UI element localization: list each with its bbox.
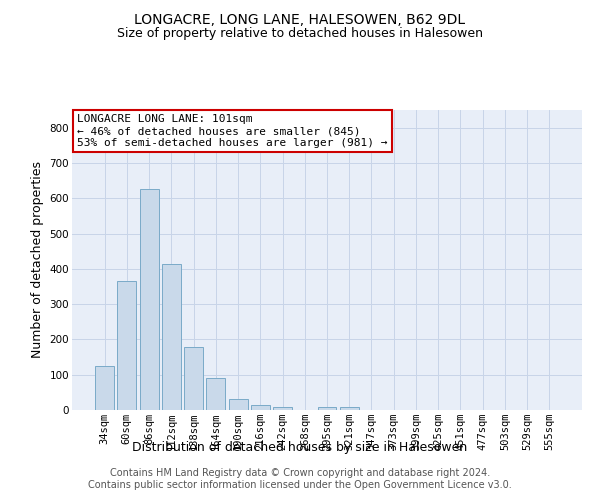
Bar	[95, 366, 114, 410]
Bar	[118, 281, 136, 410]
Text: Contains HM Land Registry data © Crown copyright and database right 2024.
Contai: Contains HM Land Registry data © Crown c…	[88, 468, 512, 490]
Text: LONGACRE, LONG LANE, HALESOWEN, B62 9DL: LONGACRE, LONG LANE, HALESOWEN, B62 9DL	[134, 12, 466, 26]
Bar	[206, 378, 225, 410]
Bar	[140, 190, 158, 410]
Bar	[184, 347, 203, 410]
Bar	[162, 264, 181, 410]
Text: Distribution of detached houses by size in Halesowen: Distribution of detached houses by size …	[133, 441, 467, 454]
Text: Size of property relative to detached houses in Halesowen: Size of property relative to detached ho…	[117, 28, 483, 40]
Bar	[273, 407, 292, 410]
Bar	[340, 407, 359, 410]
Text: LONGACRE LONG LANE: 101sqm
← 46% of detached houses are smaller (845)
53% of sem: LONGACRE LONG LANE: 101sqm ← 46% of deta…	[77, 114, 388, 148]
Bar	[229, 398, 248, 410]
Y-axis label: Number of detached properties: Number of detached properties	[31, 162, 44, 358]
Bar	[317, 407, 337, 410]
Bar	[251, 406, 270, 410]
